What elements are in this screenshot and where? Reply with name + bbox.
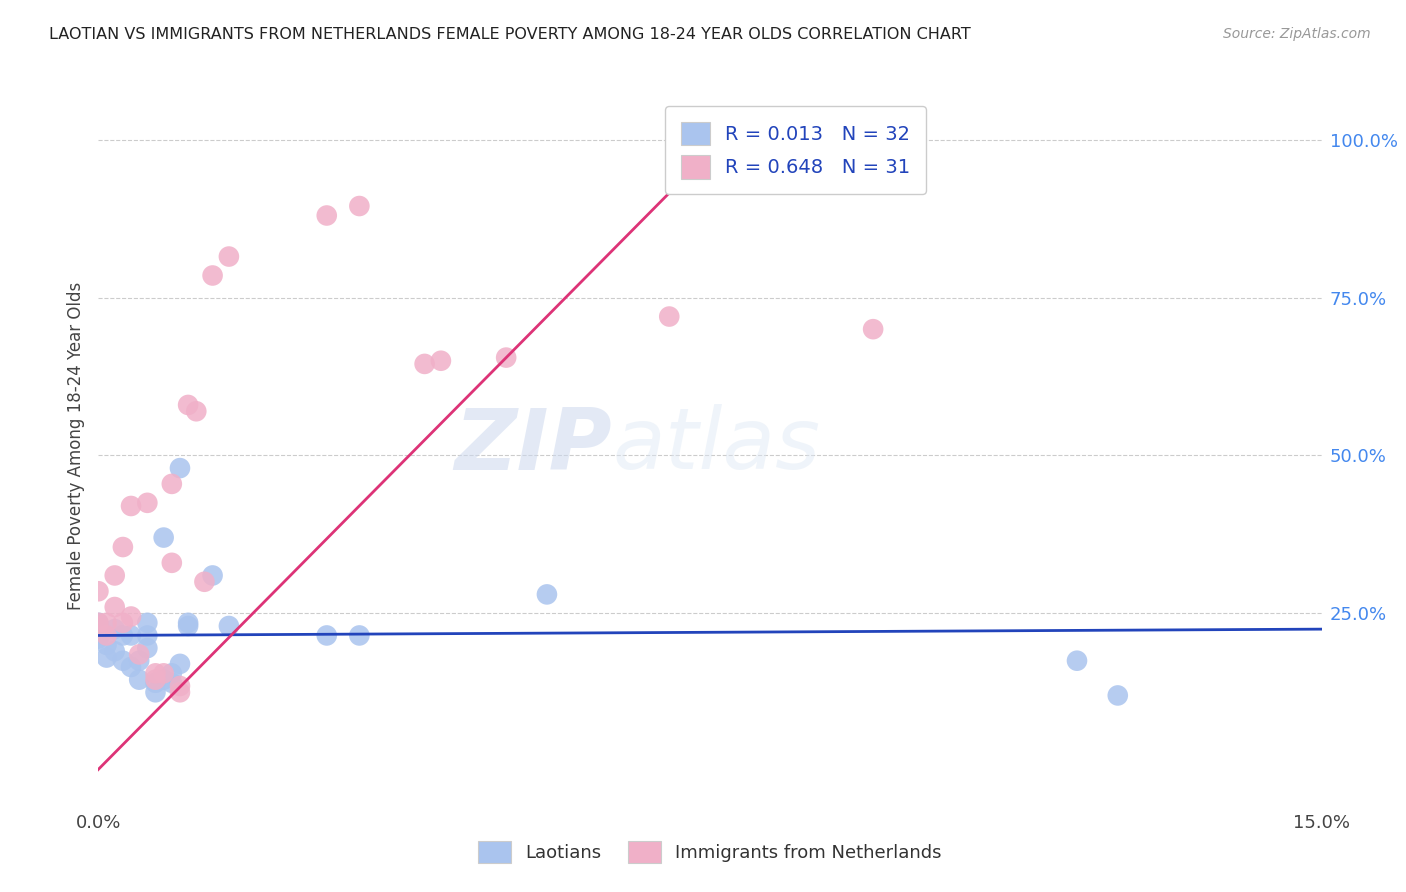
Point: [104, 644, 127, 658]
Point: [96, 628, 118, 642]
Legend: Laotians, Immigrants from Netherlands: Laotians, Immigrants from Netherlands: [470, 832, 950, 872]
Point: [349, 199, 371, 213]
Point: [152, 673, 174, 687]
Point: [201, 568, 224, 582]
Point: [120, 628, 142, 642]
Point: [111, 540, 134, 554]
Point: [145, 685, 167, 699]
Point: [111, 628, 134, 642]
Point: [136, 496, 159, 510]
Point: [193, 574, 215, 589]
Point: [128, 673, 150, 687]
Point: [120, 660, 142, 674]
Point: [128, 648, 150, 662]
Y-axis label: Female Poverty Among 18-24 Year Olds: Female Poverty Among 18-24 Year Olds: [66, 282, 84, 610]
Point: [120, 499, 142, 513]
Point: [96, 638, 118, 652]
Point: [169, 461, 191, 475]
Point: [128, 654, 150, 668]
Point: [160, 556, 183, 570]
Point: [186, 404, 208, 418]
Point: [536, 587, 558, 601]
Point: [218, 250, 240, 264]
Point: [145, 673, 167, 687]
Point: [218, 619, 240, 633]
Point: [120, 609, 142, 624]
Point: [349, 628, 371, 642]
Point: [136, 641, 159, 656]
Point: [104, 622, 127, 636]
Point: [111, 654, 134, 668]
Point: [413, 357, 436, 371]
Point: [87, 615, 110, 630]
Point: [152, 666, 174, 681]
Point: [315, 209, 337, 223]
Point: [104, 568, 127, 582]
Point: [169, 657, 191, 671]
Point: [160, 666, 183, 681]
Point: [862, 322, 884, 336]
Point: [169, 685, 191, 699]
Point: [145, 666, 167, 681]
Point: [658, 310, 681, 324]
Point: [145, 675, 167, 690]
Point: [160, 476, 183, 491]
Point: [177, 615, 200, 630]
Text: atlas: atlas: [612, 404, 820, 488]
Point: [152, 531, 174, 545]
Point: [111, 615, 134, 630]
Point: [1066, 654, 1088, 668]
Point: [87, 615, 110, 630]
Point: [87, 632, 110, 646]
Point: [1107, 689, 1129, 703]
Point: [315, 628, 337, 642]
Point: [136, 628, 159, 642]
Point: [160, 675, 183, 690]
Point: [169, 679, 191, 693]
Point: [104, 600, 127, 615]
Point: [495, 351, 517, 365]
Point: [430, 353, 453, 368]
Point: [87, 584, 110, 599]
Point: [201, 268, 224, 283]
Point: [96, 615, 118, 630]
Point: [177, 398, 200, 412]
Text: ZIP: ZIP: [454, 404, 612, 488]
Point: [177, 619, 200, 633]
Point: [96, 650, 118, 665]
Text: Source: ZipAtlas.com: Source: ZipAtlas.com: [1223, 27, 1371, 41]
Point: [136, 615, 159, 630]
Text: LAOTIAN VS IMMIGRANTS FROM NETHERLANDS FEMALE POVERTY AMONG 18-24 YEAR OLDS CORR: LAOTIAN VS IMMIGRANTS FROM NETHERLANDS F…: [49, 27, 972, 42]
